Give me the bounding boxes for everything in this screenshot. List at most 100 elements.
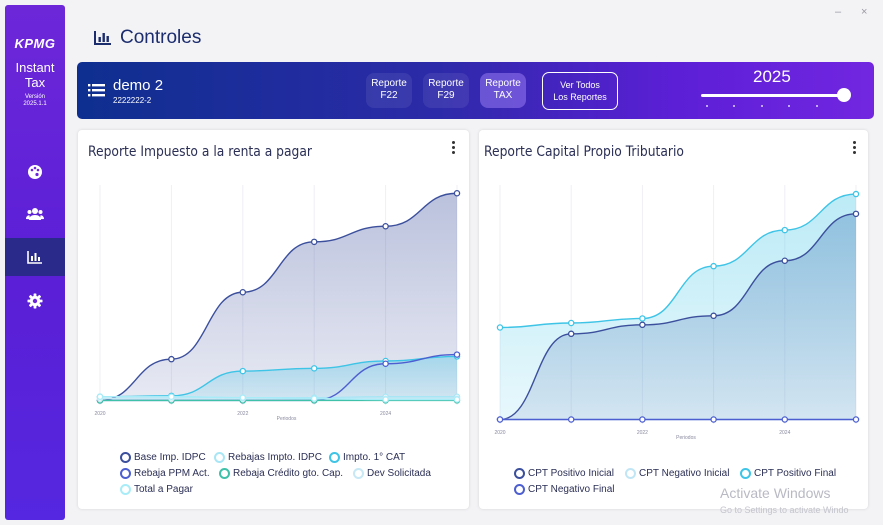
legend-label: Dev Solicitada [367,468,431,479]
data-point [96,393,104,400]
legend-item[interactable]: CPT Positivo Final [740,468,836,479]
version-label: Versión [24,94,45,100]
client-rut: 2222222-2 [113,96,152,105]
series-line [99,192,458,402]
view-all-line2: Los Reportes [553,92,607,102]
more-options-icon[interactable] [853,141,856,156]
year-slider-track[interactable] [701,94,847,97]
data-point [168,355,175,363]
data-point [852,210,860,218]
capital-report-card: Reporte Capital Propio Tributario 2020 20… [479,130,868,509]
app-name-line2: Tax [24,75,46,90]
page-title: Controles [94,27,201,49]
report-f22-button[interactable]: Reporte F22 [366,73,412,108]
legend-marker [625,468,636,479]
bar-chart-icon [94,31,111,45]
app-name: Instant Tax [5,60,65,90]
slider-tick [733,105,735,107]
legend-item[interactable]: Total a Pagar [120,484,193,495]
data-point [239,394,247,401]
data-point [382,360,389,367]
data-point [239,367,247,375]
data-point [639,321,646,329]
income-tax-chart: 2020 2022 2024 Periodos [94,185,461,422]
data-point [382,396,389,403]
legend-marker [514,484,525,495]
data-point [567,330,575,338]
legend-item[interactable]: Dev Solicitada [353,468,431,479]
close-button[interactable]: × [861,6,868,18]
report-f29-line1: Reporte [428,78,464,89]
sidebar-item-settings[interactable] [5,282,65,320]
palette-icon [28,165,42,179]
year-slider-thumb[interactable] [837,88,851,102]
series-line [99,396,457,401]
data-point [639,315,646,322]
series-line [499,213,857,421]
legend-marker [219,468,230,479]
sidebar-item-dashboard[interactable] [5,153,65,191]
sidebar: KPMG Instant Tax Versión 2025.1.1 [5,5,65,520]
data-point [453,351,461,358]
activation-watermark: Activate Windows [720,485,831,501]
legend-item[interactable]: CPT Negativo Inicial [625,468,729,479]
legend-label: CPT Positivo Final [754,468,837,479]
legend-item[interactable]: CPT Negativo Final [514,484,615,495]
chart-title: Reporte Impuesto a la renta a pagar [88,144,312,160]
data-point [852,416,860,423]
report-tax-button[interactable]: Reporte TAX [480,73,526,108]
data-point [567,319,575,327]
data-point [639,416,646,423]
minimize-button[interactable]: – [835,6,842,18]
legend-label: Rebaja Crédito gto. Cap. [233,468,344,479]
x-tick-label: 2022 [637,430,648,436]
report-tax-line1: Reporte [485,78,521,89]
legend-label: Impto. 1° CAT [343,452,406,463]
data-point [168,393,175,400]
x-tick-label: 2024 [380,411,391,417]
x-axis-label: Periodos [277,416,297,422]
data-point [453,190,461,197]
users-icon [26,208,44,220]
sidebar-item-clients[interactable] [5,195,65,233]
legend-label: CPT Negativo Final [528,484,615,495]
x-tick-label: 2024 [779,430,790,436]
slider-tick [706,105,708,107]
series-line [99,355,458,398]
sidebar-item-controls[interactable] [5,238,65,276]
app-version: Versión 2025.1.1 [5,94,65,108]
view-all-reports-button[interactable]: Ver Todos Los Reportes [542,72,618,110]
x-axis-label: Periodos [676,435,696,441]
legend-label: Total a Pagar [134,484,193,495]
data-point [310,238,318,246]
data-point [453,396,461,403]
list-menu-icon[interactable] [88,83,105,97]
legend-marker [514,468,525,479]
data-point [310,365,318,372]
legend-item[interactable]: Rebaja PPM Act. [120,468,210,479]
activation-watermark-sub: Go to Settings to activate Windo [720,505,849,515]
report-tax-line2: TAX [493,90,513,101]
x-tick-label: 2022 [237,411,248,417]
legend-item[interactable]: Rebaja Crédito gto. Cap. [219,468,343,479]
slider-tick [788,105,790,107]
gear-icon [27,293,43,309]
series-area [500,194,856,420]
data-point [781,416,789,423]
legend-item[interactable]: Rebajas Impto. IDPC [214,452,322,463]
legend-label: CPT Negativo Inicial [639,468,730,479]
legend-item[interactable]: Base Imp. IDPC [120,452,206,463]
data-point [382,223,389,230]
legend-item[interactable]: Impto. 1° CAT [329,452,405,463]
slider-tick [761,105,763,107]
page-title-label: Controles [120,27,202,48]
data-point [496,324,504,331]
legend-marker [120,452,131,463]
capital-chart: 2020 2022 2024 Periodos [494,185,860,441]
report-f29-button[interactable]: Reporte F29 [423,73,469,108]
year-label: 2025 [753,67,791,86]
legend-item[interactable]: CPT Positivo Inicial [514,468,614,479]
more-options-icon[interactable] [452,141,455,156]
report-f22-line1: Reporte [371,78,407,89]
data-point [710,312,717,320]
